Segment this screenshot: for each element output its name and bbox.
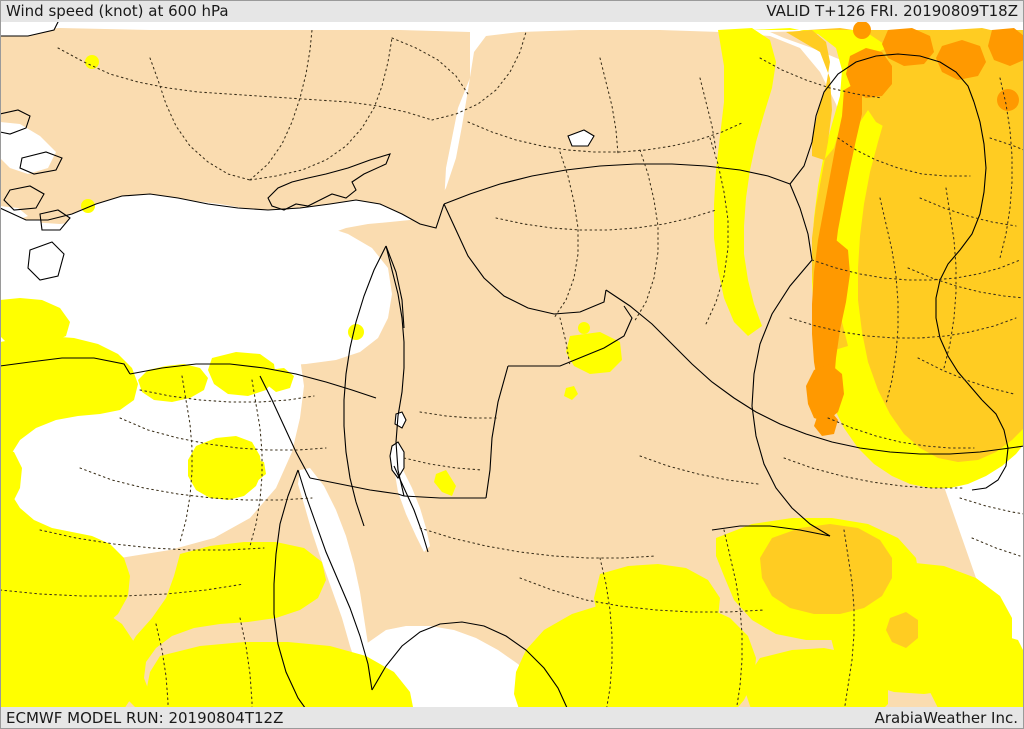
footer-bar: ECMWF MODEL RUN: 20190804T12Z ArabiaWeat… (0, 707, 1024, 729)
wind-speed-map[interactable] (0, 18, 1024, 712)
subnational-borders (0, 29, 1024, 712)
model-run-label: ECMWF MODEL RUN: 20190804T12Z (6, 709, 284, 727)
provider-label: ArabiaWeather Inc. (874, 709, 1018, 727)
map-viewport[interactable] (0, 18, 1024, 712)
header-bar: Wind speed (knot) at 600 hPa VALID T+126… (0, 0, 1024, 22)
coastlines-and-borders (0, 18, 1024, 712)
valid-time-label: VALID T+126 FRI. 20190809T18Z (766, 2, 1018, 20)
page-title: Wind speed (knot) at 600 hPa (6, 2, 229, 20)
